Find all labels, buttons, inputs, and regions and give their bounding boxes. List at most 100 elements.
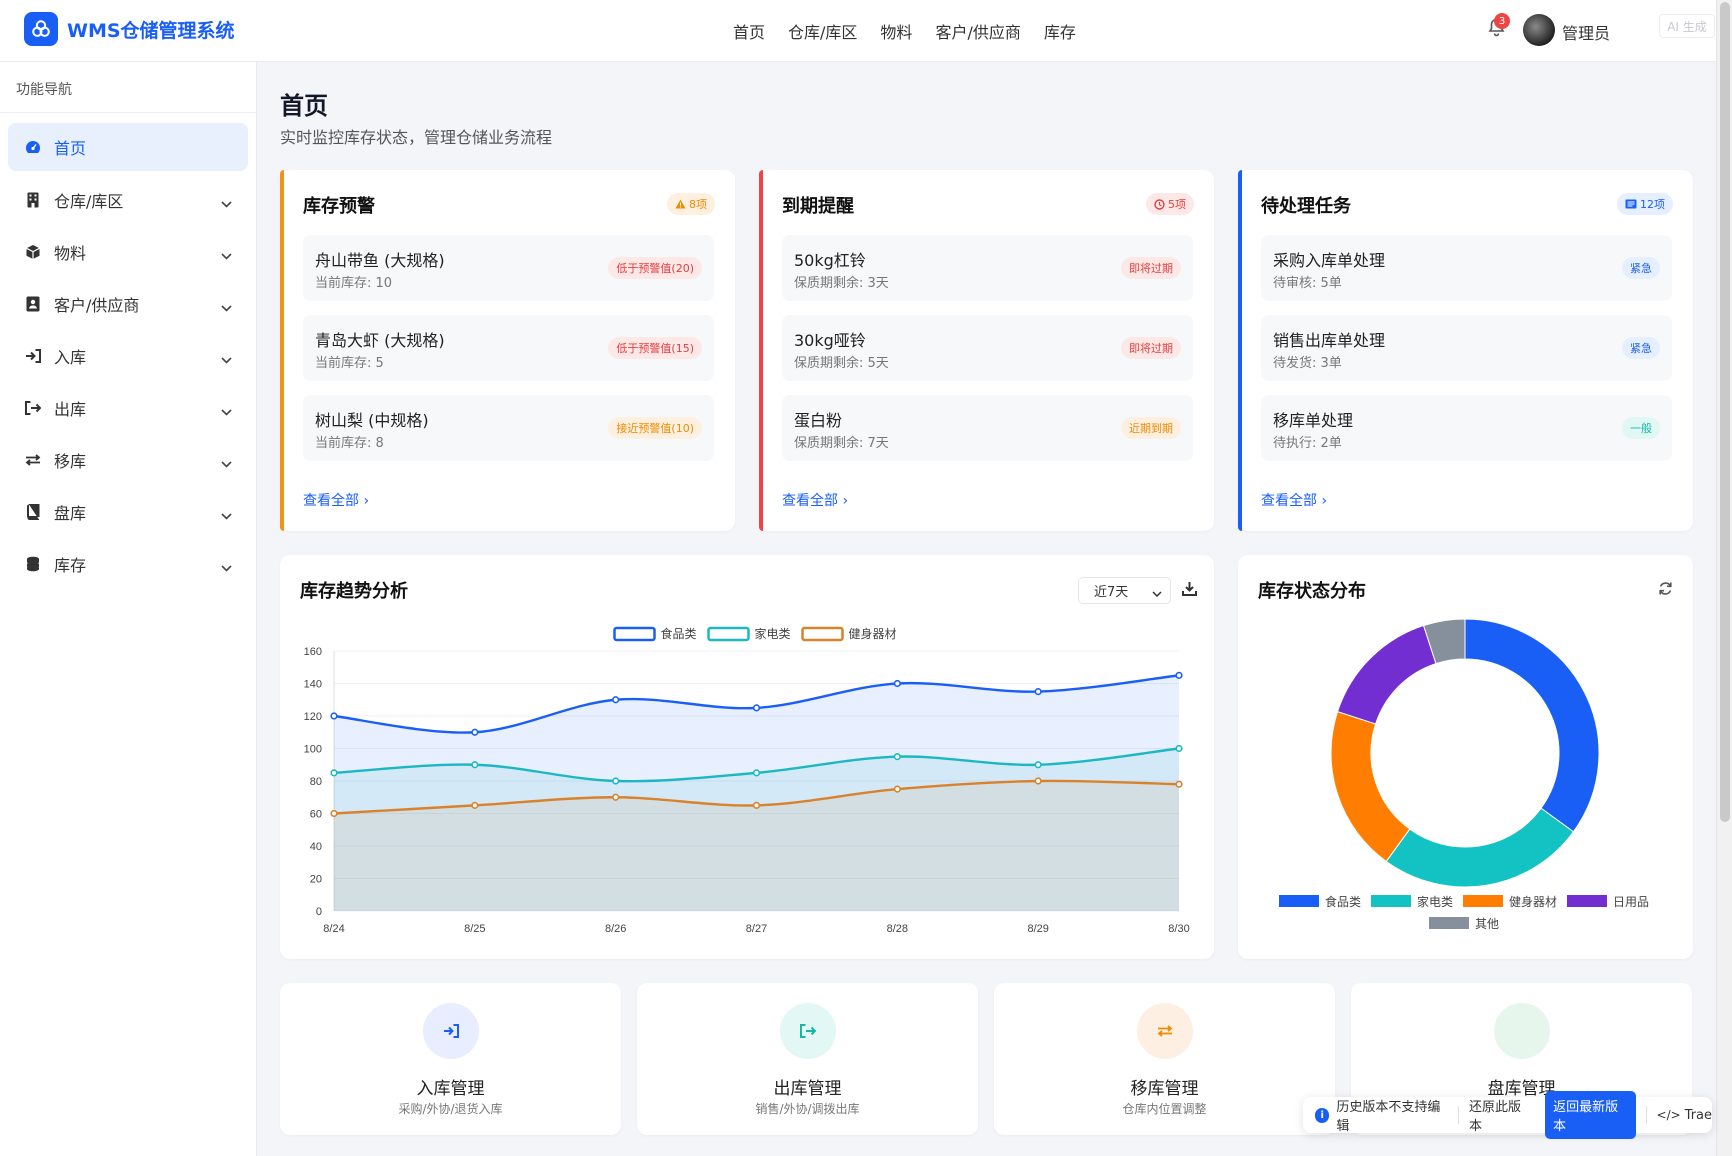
sidebar-item-home[interactable]: 首页 xyxy=(8,123,248,171)
topnav-warehouse[interactable]: 仓库/库区 xyxy=(788,23,858,42)
module-title: 移库管理 xyxy=(1130,1079,1199,1099)
module-card-outbound[interactable]: 出库管理 销售/外协/调拨出库 xyxy=(637,983,978,1135)
chevron-down-icon xyxy=(221,557,232,576)
sidebar-item-label: 出库 xyxy=(54,400,87,419)
data-point xyxy=(612,793,620,801)
data-point xyxy=(893,679,901,688)
building-icon xyxy=(24,191,42,209)
item-detail: 保质期剩余: 7天 xyxy=(794,436,889,451)
sidebar-item-transfer[interactable]: 移库 xyxy=(8,436,248,484)
sidebar: 功能导航 首页 仓库/库区 物料 客户/供应商 入库 出库 移库 盘库 xyxy=(0,62,257,1156)
topnav-customer[interactable]: 客户/供应商 xyxy=(935,23,1021,42)
view-all-link[interactable]: 查看全部 › xyxy=(1261,490,1327,510)
data-point xyxy=(612,696,620,704)
list-item[interactable]: 树山梨 (中规格) 当前库存: 8 接近预警值(10) xyxy=(303,395,714,461)
status-badge: 近期到期 xyxy=(1121,417,1181,439)
sidebar-item-material[interactable]: 物料 xyxy=(8,228,248,276)
sidebar-item-customer[interactable]: 客户/供应商 xyxy=(8,280,248,328)
inventory-distribution-card: 库存状态分布 食品类 家电类 健身器材 日用品 其他 xyxy=(1238,555,1693,959)
status-badge: 接近预警值(10) xyxy=(608,417,702,439)
chevron-down-icon xyxy=(221,349,232,368)
x-tick-label: 8/25 xyxy=(464,923,485,935)
restore-version-button[interactable]: 还原此版本 xyxy=(1469,1100,1522,1134)
list-item[interactable]: 舟山带鱼 (大规格) 当前库存: 10 低于预警值(20) xyxy=(303,235,714,301)
view-all-link[interactable]: 查看全部 › xyxy=(782,490,848,510)
legend-swatch xyxy=(1429,917,1469,929)
data-point xyxy=(1034,688,1042,696)
item-detail: 待执行: 2单 xyxy=(1273,436,1342,451)
list-item[interactable]: 蛋白粉 保质期剩余: 7天 近期到期 xyxy=(782,395,1193,461)
separator xyxy=(1645,1106,1647,1124)
count-badge: 12项 xyxy=(1617,193,1673,215)
topnav-inventory[interactable]: 库存 xyxy=(1043,23,1076,42)
view-all-link[interactable]: 查看全部 › xyxy=(303,490,369,510)
data-point xyxy=(1175,744,1183,753)
item-detail: 保质期剩余: 3天 xyxy=(794,276,889,291)
list-item[interactable]: 50kg杠铃 保质期剩余: 3天 即将过期 xyxy=(782,235,1193,301)
item-name: 50kg杠铃 xyxy=(794,251,866,270)
return-latest-button[interactable]: 返回最新版本 xyxy=(1545,1091,1636,1139)
y-tick-label: 0 xyxy=(316,906,322,918)
status-badge: 即将过期 xyxy=(1121,337,1181,359)
list-item[interactable]: 青岛大虾 (大规格) 当前库存: 5 低于预警值(15) xyxy=(303,315,714,381)
scrollbar-thumb[interactable] xyxy=(1720,2,1730,822)
data-point xyxy=(893,785,901,793)
stock-alert-card: 库存预警 8项 舟山带鱼 (大规格) 当前库存: 10 低于预警值(20) 青岛… xyxy=(280,170,735,531)
avatar[interactable] xyxy=(1523,14,1555,46)
logo-icon xyxy=(24,12,58,46)
item-name: 30kg哑铃 xyxy=(794,331,866,350)
y-tick-label: 140 xyxy=(304,679,322,691)
view-all-label: 查看全部 xyxy=(1261,493,1317,509)
module-card-transfer[interactable]: 移库管理 仓库内位置调整 xyxy=(994,983,1335,1135)
list-item[interactable]: 移库单处理 待执行: 2单 一般 xyxy=(1261,395,1672,461)
clock-icon xyxy=(1154,198,1165,210)
list-item[interactable]: 30kg哑铃 保质期剩余: 5天 即将过期 xyxy=(782,315,1193,381)
topnav-home[interactable]: 首页 xyxy=(733,23,766,42)
list-icon xyxy=(1625,199,1637,209)
sign-in-icon xyxy=(423,1003,479,1059)
sidebar-item-inventory[interactable]: 库存 xyxy=(8,540,248,588)
legend-swatch xyxy=(1371,895,1411,907)
download-icon[interactable] xyxy=(1182,581,1197,600)
item-detail: 当前库存: 5 xyxy=(315,356,384,371)
pie-slice xyxy=(1422,618,1466,665)
user-name[interactable]: 管理员 xyxy=(1562,24,1611,43)
y-tick-label: 60 xyxy=(310,809,322,821)
separator xyxy=(1458,1106,1459,1124)
data-point xyxy=(330,769,338,777)
sidebar-item-label: 客户/供应商 xyxy=(54,296,140,315)
page-subtitle: 实时监控库存状态，管理仓储业务流程 xyxy=(280,128,553,147)
warning-icon xyxy=(675,199,686,209)
app-logo[interactable]: WMS仓储管理系统 xyxy=(24,12,235,46)
sidebar-item-outbound[interactable]: 出库 xyxy=(8,384,248,432)
legend-swatch xyxy=(801,626,844,642)
chevron-down-icon xyxy=(1152,586,1162,601)
data-point xyxy=(330,809,338,818)
item-detail: 保质期剩余: 5天 xyxy=(794,356,889,371)
book-icon xyxy=(24,503,42,521)
legend-swatch xyxy=(707,626,750,642)
item-detail: 待发货: 3单 xyxy=(1273,356,1342,371)
module-card-inbound[interactable]: 入库管理 采购/外协/退货入库 xyxy=(280,983,621,1135)
module-title: 入库管理 xyxy=(416,1079,485,1099)
item-name: 采购入库单处理 xyxy=(1273,251,1386,270)
count-badge: 5项 xyxy=(1146,193,1194,215)
sidebar-item-stocktake[interactable]: 盘库 xyxy=(8,488,248,536)
list-item[interactable]: 销售出库单处理 待发货: 3单 紧急 xyxy=(1261,315,1672,381)
range-select[interactable]: 近7天 xyxy=(1078,577,1171,604)
sidebar-item-inbound[interactable]: 入库 xyxy=(8,332,248,380)
card-title: 到期提醒 xyxy=(782,196,854,217)
topnav-material[interactable]: 物料 xyxy=(880,23,913,42)
page-scrollbar[interactable] xyxy=(1716,0,1732,1156)
inventory-trend-card: 库存趋势分析 近7天 0 20 40 60 80 100 120 140 160 8/24 8/25… xyxy=(280,555,1214,959)
sidebar-item-label: 盘库 xyxy=(54,504,87,523)
refresh-icon[interactable] xyxy=(1658,581,1673,600)
item-name: 树山梨 (中规格) xyxy=(315,411,429,430)
item-name: 移库单处理 xyxy=(1273,411,1354,430)
x-tick-label: 8/26 xyxy=(605,923,626,935)
brand-label[interactable]: Trae xyxy=(1684,1107,1713,1123)
pie-slice xyxy=(1336,624,1437,725)
list-item[interactable]: 采购入库单处理 待审核: 5单 紧急 xyxy=(1261,235,1672,301)
sidebar-item-warehouse[interactable]: 仓库/库区 xyxy=(8,176,248,224)
module-subtitle: 仓库内位置调整 xyxy=(1122,1102,1207,1116)
